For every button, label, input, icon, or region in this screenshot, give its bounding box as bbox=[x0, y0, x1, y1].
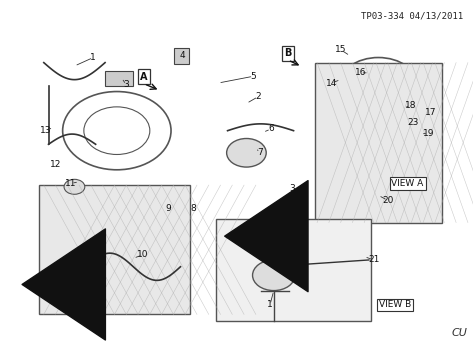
Text: 15: 15 bbox=[335, 45, 346, 54]
FancyBboxPatch shape bbox=[216, 219, 371, 321]
Text: 20: 20 bbox=[382, 196, 393, 205]
Text: 2: 2 bbox=[255, 92, 261, 101]
Text: 4: 4 bbox=[180, 51, 186, 60]
Text: VIEW A: VIEW A bbox=[392, 179, 424, 188]
Text: TP03-334 04/13/2011: TP03-334 04/13/2011 bbox=[361, 12, 463, 21]
Text: 3: 3 bbox=[290, 184, 295, 193]
Text: CU: CU bbox=[452, 328, 468, 338]
Text: 12: 12 bbox=[50, 160, 61, 169]
Text: FRT: FRT bbox=[243, 231, 265, 241]
Text: 14: 14 bbox=[326, 79, 337, 87]
Text: 16: 16 bbox=[355, 68, 366, 77]
Text: 11: 11 bbox=[65, 179, 77, 188]
Text: 9: 9 bbox=[166, 204, 172, 213]
Text: FRT: FRT bbox=[40, 280, 63, 289]
FancyBboxPatch shape bbox=[39, 185, 190, 315]
FancyBboxPatch shape bbox=[174, 48, 189, 64]
Text: 21: 21 bbox=[368, 256, 379, 264]
Text: 1: 1 bbox=[267, 300, 273, 309]
Text: A: A bbox=[140, 72, 147, 82]
Text: 19: 19 bbox=[422, 129, 434, 138]
Text: 17: 17 bbox=[425, 108, 437, 118]
Text: 3: 3 bbox=[123, 80, 129, 89]
FancyBboxPatch shape bbox=[315, 63, 442, 223]
Text: 5: 5 bbox=[251, 72, 256, 81]
Text: 10: 10 bbox=[137, 250, 148, 259]
Text: 8: 8 bbox=[191, 204, 197, 213]
Circle shape bbox=[64, 179, 85, 194]
Text: 18: 18 bbox=[405, 100, 416, 110]
Text: 1: 1 bbox=[91, 53, 96, 62]
Text: 7: 7 bbox=[257, 148, 263, 157]
Text: 13: 13 bbox=[40, 126, 52, 135]
Circle shape bbox=[227, 139, 266, 167]
FancyBboxPatch shape bbox=[105, 71, 133, 86]
Text: B: B bbox=[284, 48, 292, 58]
Text: 6: 6 bbox=[268, 125, 274, 133]
Text: VIEW B: VIEW B bbox=[379, 300, 411, 309]
Text: 23: 23 bbox=[407, 118, 419, 127]
Text: 22: 22 bbox=[296, 237, 307, 246]
Circle shape bbox=[253, 260, 295, 291]
